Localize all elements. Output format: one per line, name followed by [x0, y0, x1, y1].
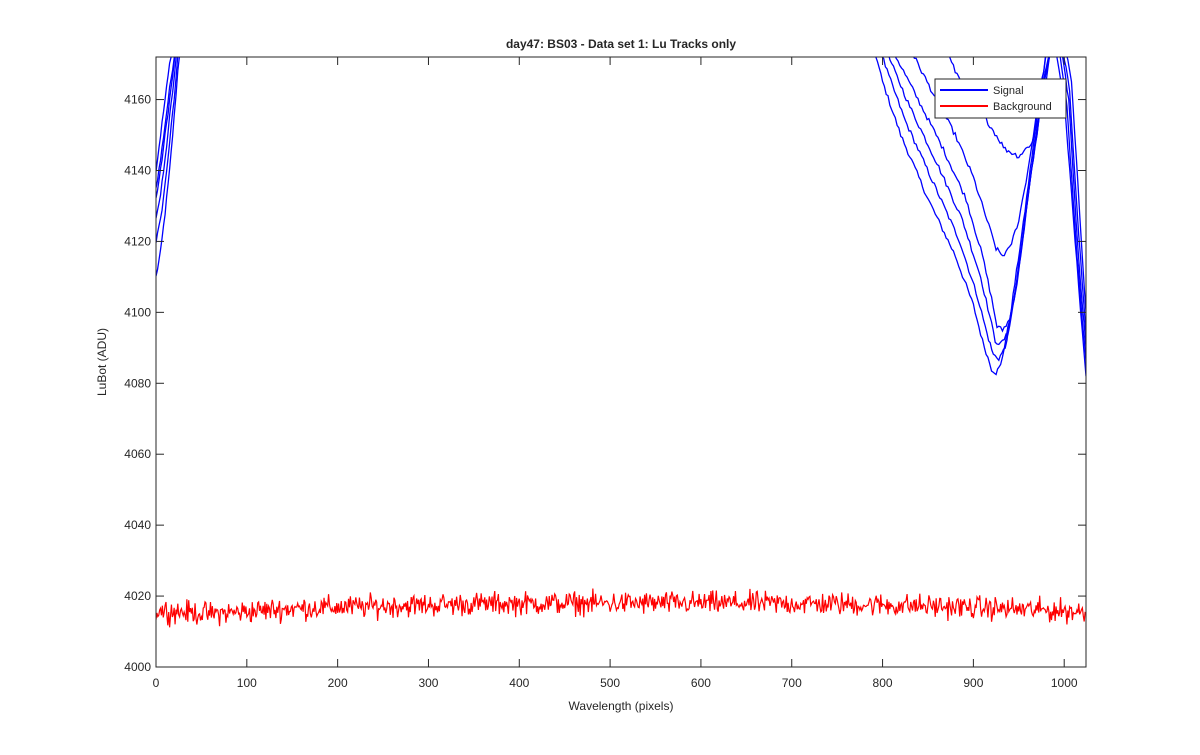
y-tick-label: 4160 — [124, 93, 151, 107]
x-tick-label: 400 — [509, 676, 529, 690]
signal-line — [948, 57, 1051, 159]
signal-line — [156, 57, 175, 188]
background-line — [156, 588, 1086, 628]
x-axis-label: Wavelength (pixels) — [569, 699, 674, 713]
x-tick-label: 200 — [328, 676, 348, 690]
x-tick-label: 700 — [782, 676, 802, 690]
x-tick-label: 100 — [237, 676, 257, 690]
x-tick-label: 300 — [418, 676, 438, 690]
x-tick-label: 800 — [873, 676, 893, 690]
y-tick-label: 4020 — [124, 589, 151, 603]
y-tick-label: 4060 — [124, 447, 151, 461]
x-tick-label: 600 — [691, 676, 711, 690]
y-tick-label: 4140 — [124, 163, 151, 177]
legend-label-signal: Signal — [993, 85, 1024, 97]
y-tick-label: 4120 — [124, 234, 151, 248]
signal-line — [894, 57, 1086, 334]
y-tick-label: 4080 — [124, 376, 151, 390]
signal-line — [156, 57, 172, 172]
chart-title: day47: BS03 - Data set 1: Lu Tracks only — [506, 37, 736, 51]
legend: Signal Background — [934, 78, 1067, 119]
legend-label-background: Background — [993, 101, 1052, 113]
y-tick-label: 4000 — [124, 660, 151, 674]
plot-area — [156, 57, 1086, 667]
x-tick-label: 0 — [153, 676, 160, 690]
legend-box — [934, 78, 1067, 119]
signal-line — [156, 57, 181, 277]
signal-line — [888, 57, 1086, 348]
signal-line — [913, 57, 1086, 313]
y-axis-label: LuBot (ADU) — [95, 328, 109, 396]
signal-line — [156, 57, 176, 199]
x-tick-label: 500 — [600, 676, 620, 690]
ticks-layer: 0 100 200 300 400 500 600 700 800 900 1000 4000 4020… — [124, 57, 1086, 690]
series-layer — [156, 57, 1086, 628]
y-tick-label: 4040 — [124, 518, 151, 532]
signal-line — [875, 57, 1086, 377]
x-tick-label: 900 — [963, 676, 983, 690]
axes-box — [155, 56, 1087, 668]
x-tick-label: 1000 — [1051, 676, 1078, 690]
signal-line — [156, 57, 177, 219]
signal-line — [881, 57, 1086, 363]
signal-line — [156, 57, 179, 243]
y-tick-label: 4100 — [124, 305, 151, 319]
